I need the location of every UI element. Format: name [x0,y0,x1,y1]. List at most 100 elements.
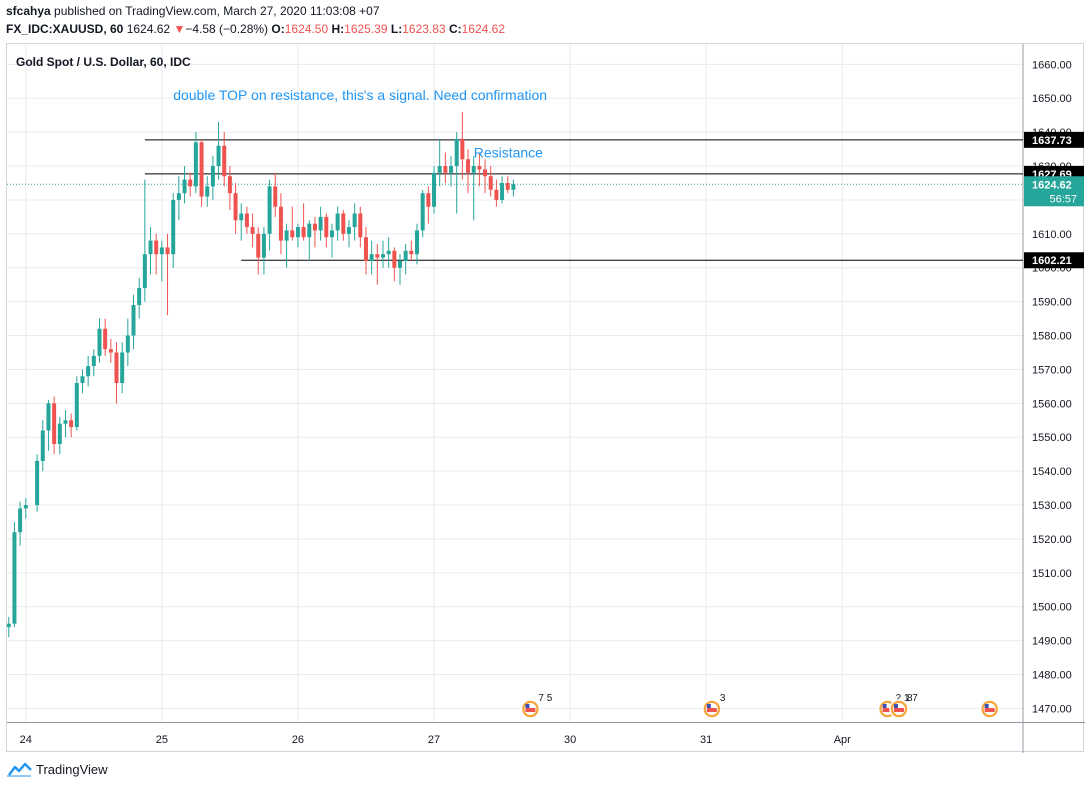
level-tag-bg [1024,131,1084,148]
candle [216,121,221,180]
candle [403,244,408,275]
candle [358,206,363,248]
candle [483,159,488,194]
x-tick-label: 24 [20,734,32,746]
candle-body [273,186,278,207]
candlestick-chart[interactable]: 1470.00 1480.00 1490.00 1500.00 1510.00 1520.… [7,44,1085,753]
candle [165,233,170,316]
candle-body [403,250,408,261]
candle-body [137,288,142,306]
published-text: published on TradingView.com, March 27, … [54,4,380,18]
candle-body [386,250,391,255]
candle [80,369,85,394]
y-tick-label: 1610.00 [1032,229,1072,241]
author-name[interactable]: sfcahya [6,4,51,18]
candle-body [159,247,164,255]
candle-body [148,240,153,255]
candle [284,223,289,268]
candle [466,149,471,194]
publication-info: sfcahya published on TradingView.com, Ma… [6,4,380,18]
candle [23,498,28,519]
candle [278,193,283,255]
y-tick-label: 1570.00 [1032,364,1072,376]
y-tick-label: 1520.00 [1032,534,1072,546]
candle [477,152,482,187]
event-marker-canton [525,704,530,708]
candle-body [108,349,113,353]
symbol-label: FX_IDC:XAUUSD, 60 [6,22,124,36]
candle-body [7,623,11,628]
candle-body [420,193,425,231]
candle-body [460,138,465,160]
candle-body [176,193,181,200]
grid [7,44,1023,722]
candle-body [312,223,317,231]
candle [346,220,351,248]
annotation-text: Resistance [474,145,543,161]
last-price: 1624.62 [126,22,171,36]
candle-body [256,233,261,258]
candle [386,237,391,268]
open-label: O: [271,22,285,36]
candle [35,454,40,512]
bar-countdown-label: 56:57 [1049,193,1077,205]
event-marker-stripe [893,708,904,712]
event-marker [702,699,722,719]
candle-body [244,213,249,228]
tradingview-brand: TradingView [36,761,108,777]
candle [114,342,119,404]
x-tick-label: 25 [156,734,168,746]
candle [460,111,465,180]
candle [52,396,57,455]
candle [500,176,505,204]
candle [329,223,334,258]
candle-body [18,508,23,533]
candle-body [142,254,147,289]
current-price-tag: 1624.62 56:57 [1024,176,1084,207]
chart-title: Gold Spot / U.S. Dollar, 60, IDC [16,55,191,69]
candle [256,227,261,275]
candle [222,132,227,187]
candle-body [358,213,363,238]
candle [193,132,198,194]
annotation-text: double TOP on resistance, this's a signa… [173,87,547,103]
candle [148,227,153,275]
tradingview-cloud-icon [7,762,32,777]
current-price-label: 1624.62 [1032,179,1072,191]
tradingview-logo[interactable]: TradingView [6,761,108,777]
candle-body [74,383,79,428]
low-value: 1623.83 [402,22,446,36]
candle-body [239,213,244,221]
candle-body [290,230,295,238]
candle-body [69,420,74,428]
candle [494,179,499,207]
candle-body [505,182,510,190]
candle-body [171,199,176,255]
candle [159,240,164,282]
x-tick-label: 31 [700,734,712,746]
event-marker-stripe [882,708,893,712]
event-marker [889,699,909,719]
candle [352,203,357,241]
candle-body [63,420,68,424]
candle-body [103,328,108,350]
candle [142,179,147,302]
y-tick-label: 1500.00 [1032,602,1072,614]
level-tag-bg [1024,252,1084,269]
chart-panel[interactable]: 1470.00 1480.00 1490.00 1500.00 1510.00 1520.… [6,43,1085,753]
event-marker-label: 3 [720,693,726,704]
candle-body [250,227,255,234]
y-tick-label: 1540.00 [1032,466,1072,478]
candle-body [278,206,283,241]
candle-body [369,254,374,261]
candle [12,521,17,628]
y-tick-label: 1580.00 [1032,331,1072,343]
candle [443,152,448,183]
event-marker-canton [893,704,898,708]
candle-body [483,169,488,177]
candles [7,111,516,638]
y-tick-label: 1470.00 [1032,703,1072,715]
candle-body [80,376,85,383]
y-tick-label: 1550.00 [1032,432,1072,444]
candle [188,172,193,197]
